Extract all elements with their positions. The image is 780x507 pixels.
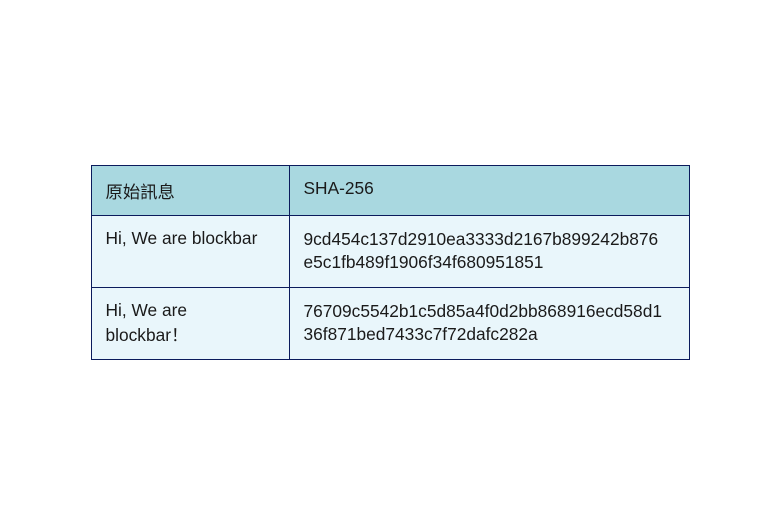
col-header-sha256: SHA-256 [289,166,689,216]
table-row: Hi, We are blockbar 9cd454c137d2910ea333… [91,216,689,288]
hash-table-wrap: 原始訊息 SHA-256 Hi, We are blockbar 9cd454c… [91,165,690,360]
cell-hash: 9cd454c137d2910ea3333d2167b899242b876 e5… [289,216,689,288]
cell-hash: 76709c5542b1c5d85a4f0d2bb868916ecd58d1 3… [289,287,689,359]
table-row: Hi, We are blockbar！ 76709c5542b1c5d85a4… [91,287,689,359]
cell-message: Hi, We are blockbar！ [91,287,289,359]
cell-message: Hi, We are blockbar [91,216,289,288]
hash-table: 原始訊息 SHA-256 Hi, We are blockbar 9cd454c… [91,165,690,360]
table-header-row: 原始訊息 SHA-256 [91,166,689,216]
hash-line: e5c1fb489f1906f34f680951851 [304,252,544,272]
col-header-message: 原始訊息 [91,166,289,216]
hash-line: 36f871bed7433c7f72dafc282a [304,324,538,344]
hash-line: 9cd454c137d2910ea3333d2167b899242b876 [304,229,659,249]
hash-line: 76709c5542b1c5d85a4f0d2bb868916ecd58d1 [304,301,662,321]
